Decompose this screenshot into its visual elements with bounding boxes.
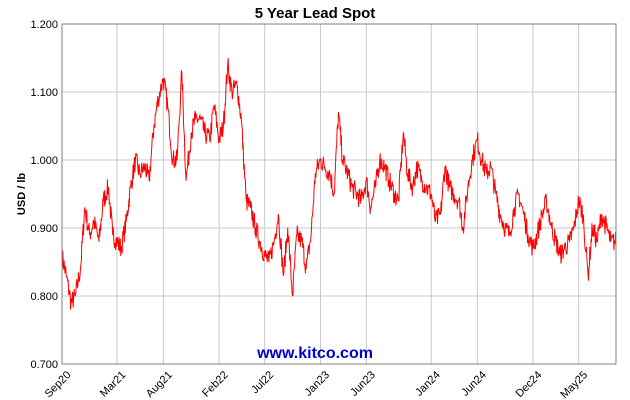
x-tick-label: Sep20 [43,369,74,400]
x-tick-label: Jun24 [459,369,489,399]
plot-frame [61,23,617,365]
x-tick-label: Jan23 [302,369,332,399]
x-axis-ticks: Sep20 Mar21 Aug21 Feb22 Jul22 Jan23 Jun23 Jan24… [43,369,591,400]
x-tick-label: Feb22 [200,369,231,400]
y-tick-label: 0.900 [30,223,58,235]
y-tick-label: 0.700 [30,359,58,371]
watermark-text: www.kitco.com [256,345,373,362]
y-tick-label: 0.800 [30,291,58,303]
series-line-lead-price [61,57,617,310]
x-tick-label: May25 [558,369,590,400]
x-tick-label: Jan24 [413,369,443,399]
x-tick-label: Jun23 [348,369,378,399]
y-axis-label: USD / lb [16,173,28,215]
x-tick-label: Aug21 [144,369,175,400]
y-tick-label: 1.100 [30,87,58,99]
y-axis-ticks: 0.700 0.800 0.900 1.000 1.100 1.200 [30,19,58,371]
x-tick-label: Mar21 [98,369,129,400]
plot-area [61,23,617,365]
x-tick-label: Dec24 [513,369,544,400]
y-tick-label: 1.000 [30,155,58,167]
y-tick-label: 1.200 [30,19,58,31]
x-tick-label: Jul22 [249,369,276,396]
chart-title: 5 Year Lead Spot [255,5,376,22]
